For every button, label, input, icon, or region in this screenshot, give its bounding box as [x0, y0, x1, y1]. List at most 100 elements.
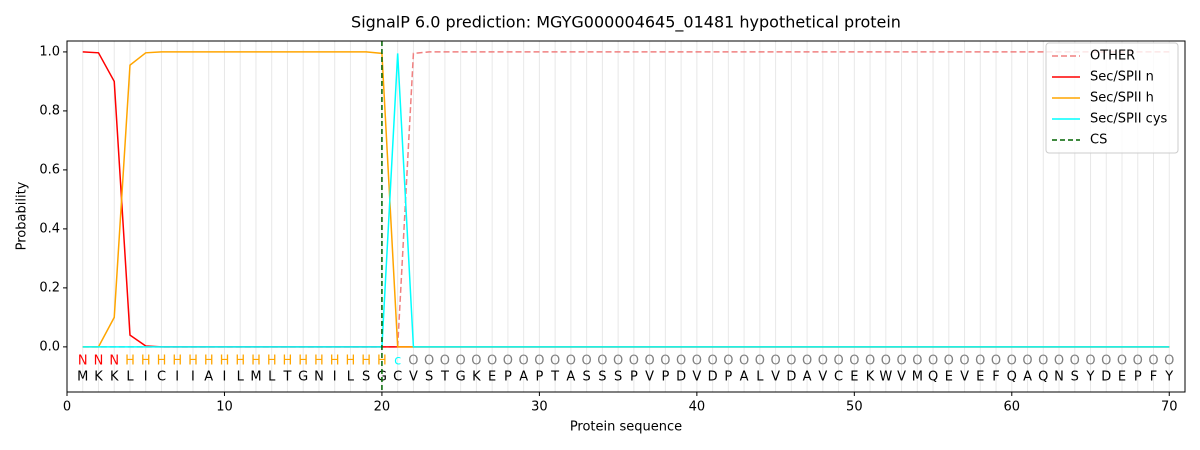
residue-label: A: [803, 370, 812, 385]
region-label: O: [991, 354, 1001, 369]
region-label: O: [928, 354, 938, 369]
region-label: O: [959, 354, 969, 369]
residue-label: F: [992, 370, 999, 385]
residue-label: P: [630, 370, 638, 385]
residue-label: S: [1071, 370, 1079, 385]
x-tick-label: 40: [689, 400, 706, 415]
residue-label: V: [645, 370, 654, 385]
residue-label: V: [692, 370, 701, 385]
y-tick-label: 0.4: [39, 221, 60, 236]
series-line: [82, 51, 1170, 348]
residue-label: Y: [1164, 370, 1173, 385]
region-label: O: [1038, 354, 1048, 369]
axes-frame: [66, 40, 1186, 393]
region-label: O: [1133, 354, 1143, 369]
region-label: H: [251, 354, 261, 369]
region-label: O: [660, 354, 670, 369]
series-line: [82, 53, 1170, 348]
residue-label: V: [409, 370, 418, 385]
residue-label: T: [282, 370, 291, 385]
region-label: O: [975, 354, 985, 369]
region-label: O: [503, 354, 513, 369]
region-label: O: [833, 354, 843, 369]
y-tick-label: 0.2: [39, 280, 60, 295]
region-label: O: [802, 354, 812, 369]
residue-label: A: [1023, 370, 1032, 385]
region-label: O: [1117, 354, 1127, 369]
region-label: O: [519, 354, 529, 369]
region-label: O: [645, 354, 655, 369]
residue-label: V: [897, 370, 906, 385]
residue-label: V: [818, 370, 827, 385]
legend-label: OTHER: [1090, 49, 1135, 64]
region-label: O: [582, 354, 592, 369]
residue-label: K: [94, 370, 103, 385]
residue-label: K: [472, 370, 481, 385]
residue-label: L: [268, 370, 276, 385]
residue-label: S: [598, 370, 606, 385]
region-label: O: [770, 354, 780, 369]
x-tick-label: 30: [531, 400, 548, 415]
residue-label: M: [250, 370, 261, 385]
region-label: H: [188, 354, 198, 369]
region-label: H: [361, 354, 371, 369]
residue-label: D: [708, 370, 718, 385]
region-label: H: [125, 354, 135, 369]
residue-label: D: [676, 370, 686, 385]
region-label: O: [692, 354, 702, 369]
residue-label: L: [756, 370, 764, 385]
region-label: H: [330, 354, 340, 369]
region-label: O: [1148, 354, 1158, 369]
region-label: H: [157, 354, 167, 369]
region-label: O: [1164, 354, 1174, 369]
residue-label: D: [1101, 370, 1111, 385]
residue-label: Q: [1007, 370, 1017, 385]
residue-label: P: [724, 370, 732, 385]
residue-label: A: [740, 370, 749, 385]
residue-label: P: [1134, 370, 1142, 385]
series-line: [82, 51, 1170, 348]
residue-label: N: [314, 370, 324, 385]
region-label: H: [220, 354, 230, 369]
residue-label: E: [1118, 370, 1126, 385]
region-label: H: [298, 354, 308, 369]
residue-label: V: [771, 370, 780, 385]
region-label: H: [267, 354, 277, 369]
region-label: O: [471, 354, 481, 369]
region-label: O: [534, 354, 544, 369]
residue-label: I: [223, 370, 227, 385]
region-label: O: [408, 354, 418, 369]
x-tick-label: 10: [216, 400, 233, 415]
region-label: H: [204, 354, 214, 369]
residue-label: P: [535, 370, 543, 385]
x-tick-label: 20: [374, 400, 391, 415]
chart-title: SignalP 6.0 prediction: MGYG000004645_01…: [351, 13, 901, 33]
residue-label: T: [440, 370, 449, 385]
region-label: H: [141, 354, 151, 369]
legend-label: Sec/SPII cys: [1090, 112, 1168, 127]
region-label: O: [881, 354, 891, 369]
residue-label: A: [204, 370, 213, 385]
region-label: O: [550, 354, 560, 369]
legend-label: CS: [1090, 133, 1107, 148]
residue-label: L: [347, 370, 355, 385]
y-tick-label: 1.0: [39, 44, 60, 59]
residue-label: T: [550, 370, 559, 385]
residue-label: G: [298, 370, 308, 385]
residue-label: D: [786, 370, 796, 385]
region-label: O: [676, 354, 686, 369]
residue-label: N: [1054, 370, 1064, 385]
x-tick-label: 50: [846, 400, 863, 415]
residue-label: M: [77, 370, 88, 385]
region-label: O: [1085, 354, 1095, 369]
residue-label: C: [157, 370, 166, 385]
region-label: O: [629, 354, 639, 369]
region-label: O: [944, 354, 954, 369]
region-label: O: [896, 354, 906, 369]
region-label: O: [566, 354, 576, 369]
region-label: N: [109, 354, 119, 369]
region-label: O: [739, 354, 749, 369]
residue-label: V: [960, 370, 969, 385]
residue-label: P: [661, 370, 669, 385]
